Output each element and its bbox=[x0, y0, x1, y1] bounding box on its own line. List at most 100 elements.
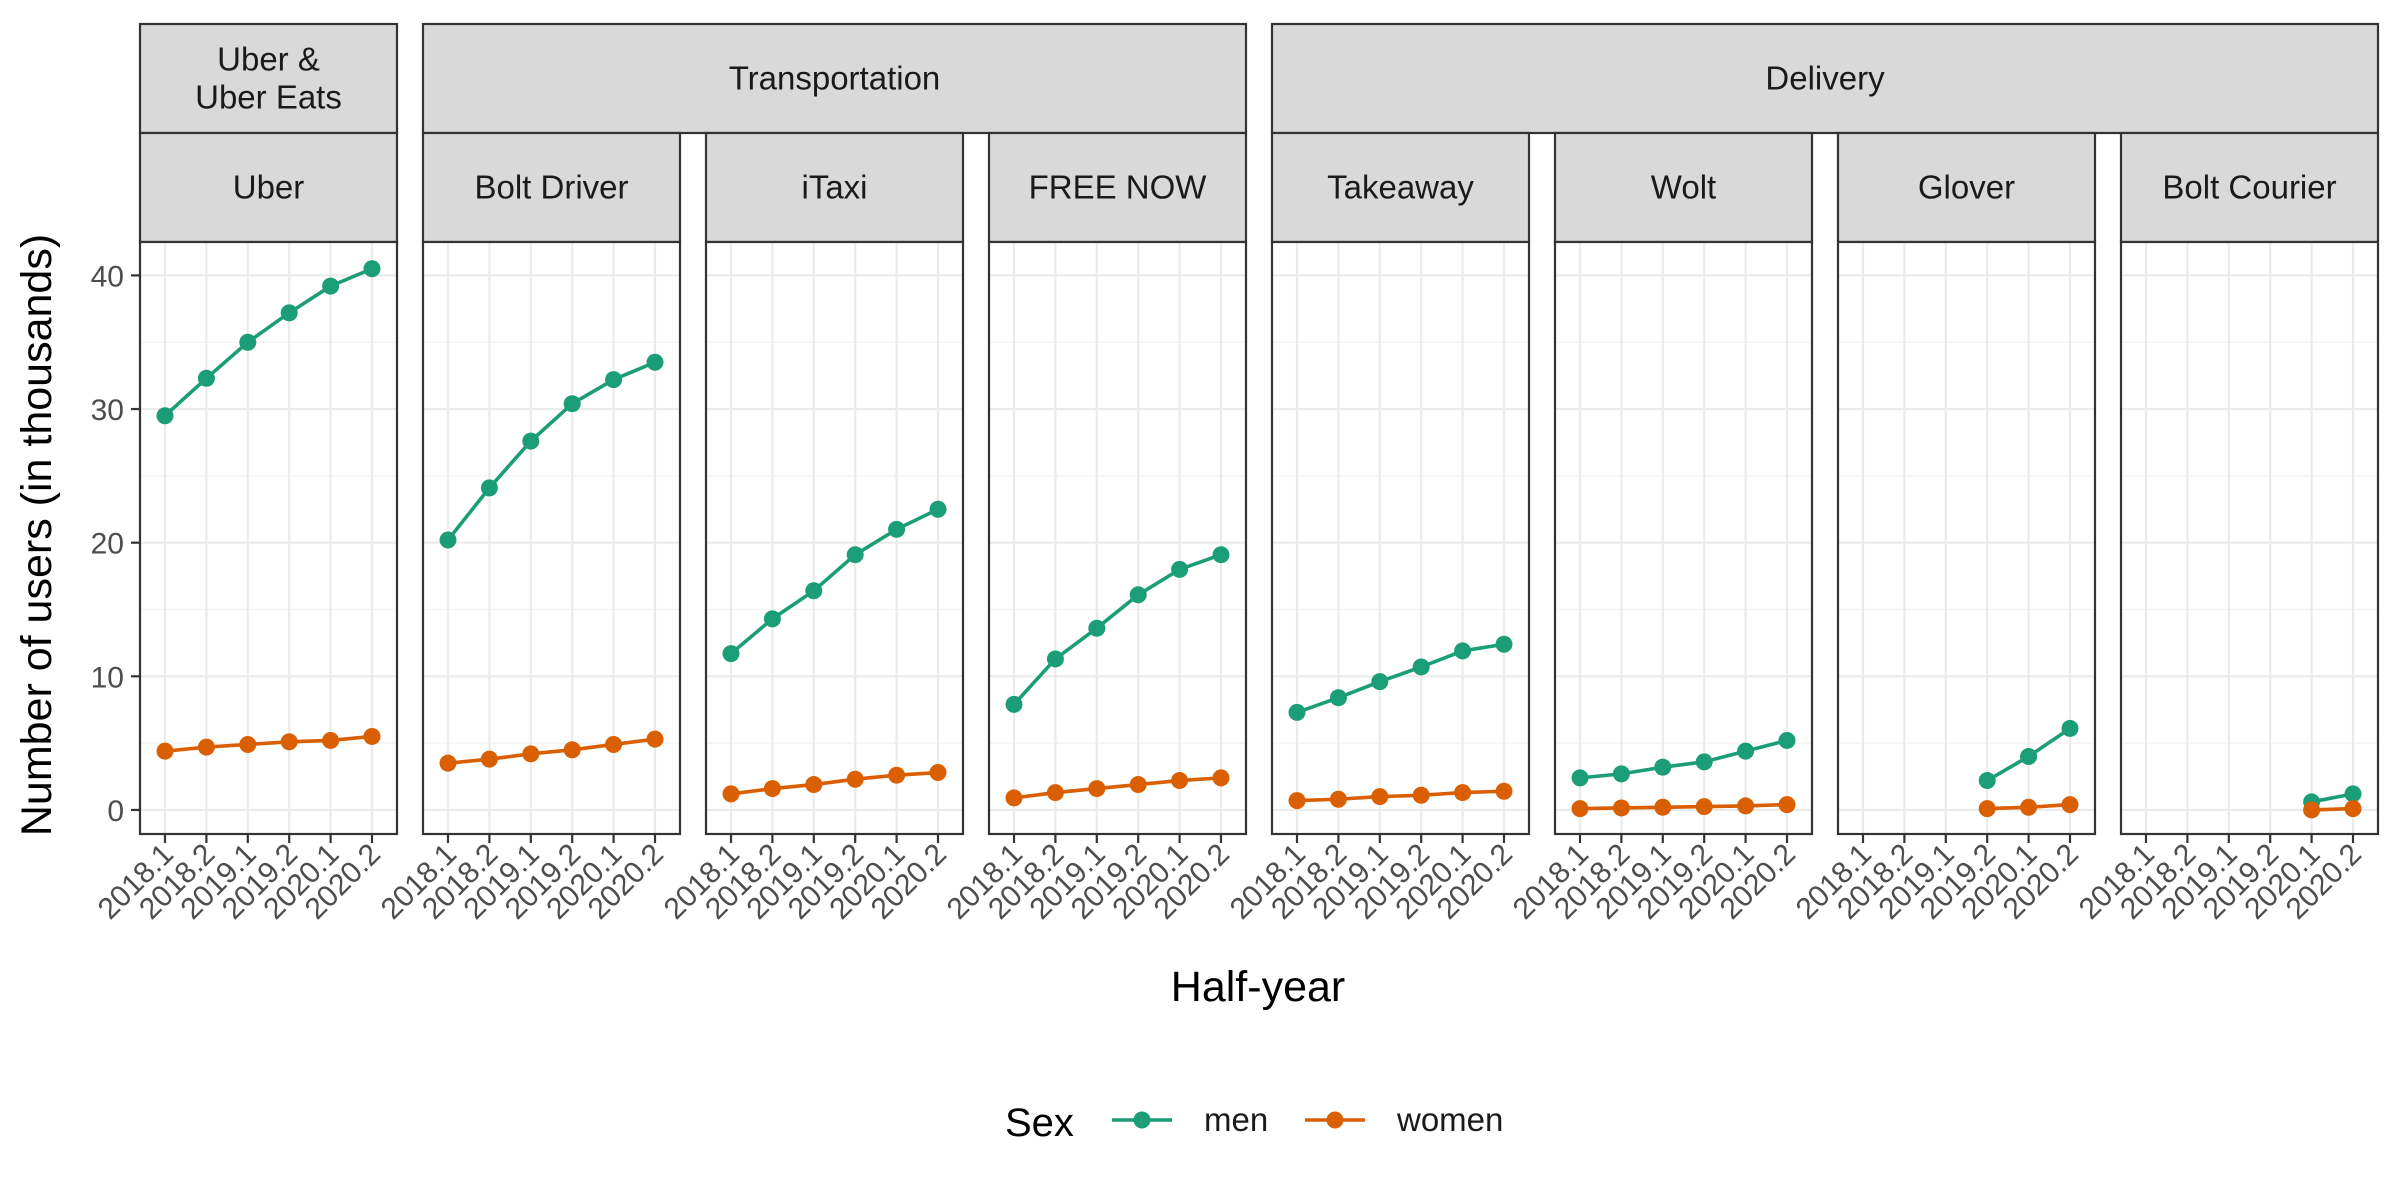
data-point-men bbox=[605, 371, 623, 389]
data-point-men bbox=[1695, 753, 1713, 771]
data-point-men bbox=[522, 432, 540, 450]
data-point-women bbox=[929, 764, 947, 782]
data-point-men bbox=[1978, 772, 1996, 790]
panel-strip-label: Wolt bbox=[1651, 169, 1716, 206]
data-point-men bbox=[805, 582, 823, 600]
data-point-men bbox=[1778, 731, 1796, 749]
data-point-men bbox=[1046, 650, 1064, 668]
facet-panel: Takeaway2018.12018.22019.12019.22020.120… bbox=[1224, 131, 1531, 926]
facet-panel: Bolt Driver2018.12018.22019.12019.22020.… bbox=[375, 131, 682, 926]
data-point-women bbox=[197, 738, 215, 756]
panel-background bbox=[423, 242, 680, 834]
legend-entry-women: women bbox=[1305, 1101, 1503, 1138]
data-point-women bbox=[1778, 796, 1796, 814]
data-point-women bbox=[1412, 786, 1430, 804]
data-point-women bbox=[1495, 782, 1513, 800]
data-point-women bbox=[1288, 792, 1306, 810]
y-tick-label: 10 bbox=[91, 661, 124, 694]
panel-border bbox=[421, 240, 682, 836]
data-point-women bbox=[1046, 784, 1064, 802]
group-strip-background bbox=[1270, 22, 2380, 135]
y-tick-label: 40 bbox=[91, 260, 124, 293]
data-point-women bbox=[1737, 797, 1755, 815]
panel-strip-label: Bolt Driver bbox=[474, 169, 628, 206]
data-point-men bbox=[439, 531, 457, 549]
group-strip-label: Transportation bbox=[729, 60, 941, 97]
data-point-women bbox=[2061, 796, 2079, 814]
panel-background bbox=[140, 242, 397, 834]
data-point-men bbox=[646, 353, 664, 371]
data-point-men bbox=[1571, 769, 1589, 787]
y-tick-label: 20 bbox=[91, 528, 124, 561]
panel-strip-label: Glover bbox=[1918, 169, 2015, 206]
data-point-men bbox=[1329, 689, 1347, 707]
data-point-women bbox=[1212, 769, 1230, 787]
data-point-women bbox=[722, 785, 740, 803]
data-point-women bbox=[1654, 798, 1672, 816]
data-point-men bbox=[1129, 586, 1147, 604]
data-point-women bbox=[1612, 799, 1630, 817]
legend-key-point bbox=[1326, 1111, 1344, 1129]
data-point-women bbox=[646, 730, 664, 748]
data-point-women bbox=[846, 770, 864, 788]
data-point-women bbox=[763, 780, 781, 798]
panel-background bbox=[706, 242, 963, 834]
data-point-men bbox=[722, 645, 740, 663]
data-point-men bbox=[1005, 695, 1023, 713]
data-point-men bbox=[1737, 742, 1755, 760]
facet-panel: Bolt Courier2018.12018.22019.12019.22020… bbox=[2073, 131, 2380, 926]
panel-strip-label: FREE NOW bbox=[1029, 169, 1208, 206]
panel-background bbox=[1555, 242, 1812, 834]
group-strip: Delivery bbox=[1270, 22, 2380, 135]
panel-background bbox=[989, 242, 1246, 834]
panel-border bbox=[138, 240, 399, 836]
legend-label: women bbox=[1396, 1101, 1503, 1138]
panel-strip-background bbox=[987, 131, 1248, 244]
legend-title: Sex bbox=[1005, 1101, 1074, 1145]
panel-strip-label: Takeaway bbox=[1327, 169, 1474, 206]
data-point-women bbox=[322, 731, 340, 749]
group-strip: Uber &Uber Eats bbox=[138, 22, 399, 135]
data-point-men bbox=[1088, 619, 1106, 637]
legend: Sex men women bbox=[1005, 1101, 1503, 1145]
data-point-men bbox=[1371, 673, 1389, 691]
data-point-men bbox=[846, 546, 864, 564]
panel-border bbox=[987, 240, 1248, 836]
y-axis-title: Number of users (in thousands) bbox=[13, 234, 61, 836]
panel-strip-background bbox=[1553, 131, 1814, 244]
data-point-women bbox=[439, 754, 457, 772]
data-point-men bbox=[1654, 758, 1672, 776]
panel-strip-background bbox=[2119, 131, 2380, 244]
data-point-women bbox=[239, 735, 257, 753]
facet-panel: Glover2018.12018.22019.12019.22020.12020… bbox=[1790, 131, 2097, 926]
data-point-men bbox=[1495, 635, 1513, 653]
legend-entry-men: men bbox=[1112, 1101, 1268, 1138]
data-point-men bbox=[563, 395, 581, 413]
data-point-women bbox=[522, 745, 540, 763]
data-point-women bbox=[1371, 788, 1389, 806]
panel-strip-label: Bolt Courier bbox=[2162, 169, 2336, 206]
data-point-men bbox=[888, 520, 906, 538]
data-point-women bbox=[156, 742, 174, 760]
data-point-women bbox=[363, 727, 381, 745]
data-point-women bbox=[805, 776, 823, 794]
panel-strip-label: iTaxi bbox=[801, 169, 867, 206]
panel-border bbox=[1553, 240, 1814, 836]
data-point-men bbox=[1212, 546, 1230, 564]
data-point-men bbox=[1412, 658, 1430, 676]
data-point-men bbox=[363, 260, 381, 278]
panel-background bbox=[2121, 242, 2378, 834]
panel-border bbox=[2119, 240, 2380, 836]
group-strip-label: Uber Eats bbox=[195, 79, 342, 116]
data-point-women bbox=[2020, 798, 2038, 816]
group-strip: Transportation bbox=[421, 22, 1248, 135]
panel-border bbox=[704, 240, 965, 836]
panel-strip-background bbox=[1270, 131, 1531, 244]
data-point-men bbox=[1171, 560, 1189, 578]
panel-background bbox=[1272, 242, 1529, 834]
data-point-men bbox=[280, 304, 298, 322]
data-point-women bbox=[563, 741, 581, 759]
panel-strip-background bbox=[138, 131, 399, 244]
y-tick-label: 0 bbox=[107, 795, 124, 828]
